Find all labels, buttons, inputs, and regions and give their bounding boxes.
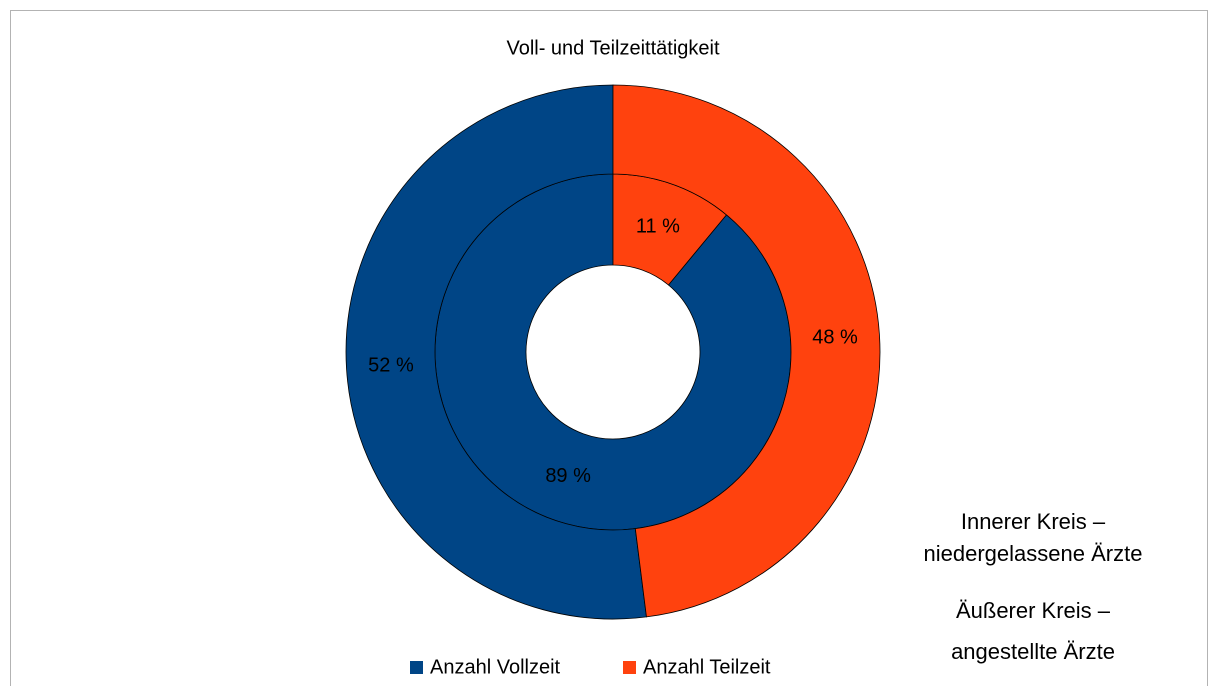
annotation: Innerer Kreis – xyxy=(961,509,1106,534)
legend-swatch xyxy=(410,661,423,674)
chart-title: Voll- und Teilzeittätigkeit xyxy=(506,37,720,59)
legend-label: Anzahl Vollzeit xyxy=(430,656,561,678)
legend-swatch xyxy=(623,661,636,674)
data-label: 11 % xyxy=(636,216,680,238)
data-label: 89 % xyxy=(545,465,591,487)
data-label: 48 % xyxy=(812,326,858,348)
annotation: angestellte Ärzte xyxy=(951,639,1115,664)
data-label: 52 % xyxy=(368,354,414,376)
legend-label: Anzahl Teilzeit xyxy=(643,656,771,678)
annotation: Äußerer Kreis – xyxy=(956,598,1111,623)
donut-segment xyxy=(612,84,881,618)
annotation: niedergelassene Ärzte xyxy=(924,541,1143,566)
donut-segment xyxy=(345,84,647,620)
